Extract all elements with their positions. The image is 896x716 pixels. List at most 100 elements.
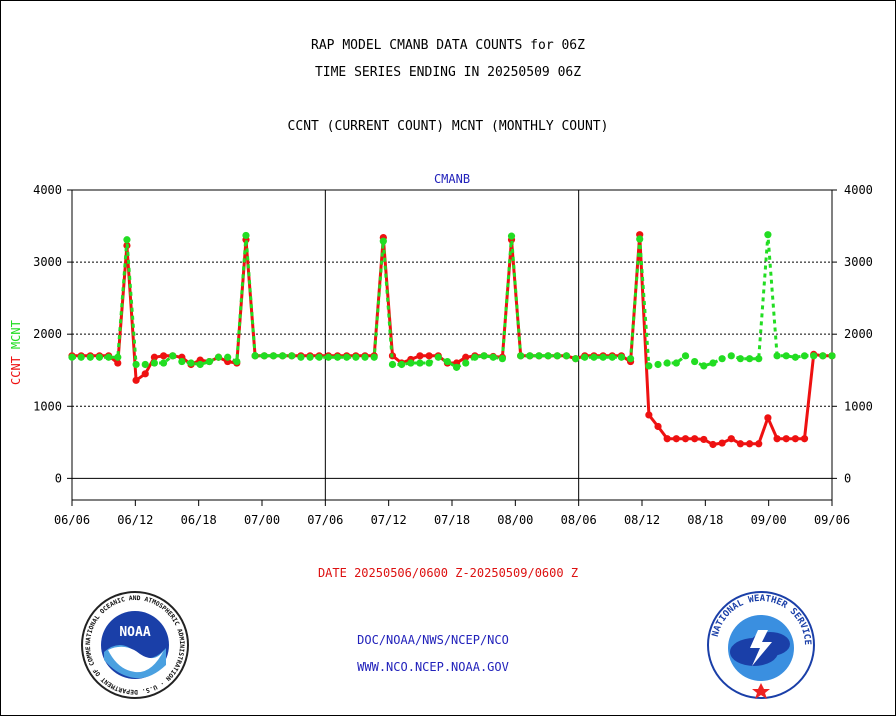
mcnt-point: [443, 357, 452, 366]
mcnt-point: [361, 353, 369, 361]
mcnt-point: [407, 359, 415, 367]
org-label: DOC/NOAA/NWS/NCEP/NCO: [357, 633, 509, 647]
mcnt-point: [572, 355, 580, 363]
mcnt-point: [379, 237, 387, 245]
x-tick-label: 09/06: [814, 513, 850, 527]
mcnt-point: [370, 353, 378, 361]
mcnt-point: [800, 352, 809, 360]
mcnt-point: [471, 353, 479, 361]
mcnt-point: [398, 360, 406, 369]
ccnt-point: [150, 353, 159, 361]
mcnt-point: [791, 353, 799, 361]
mcnt-point: [288, 352, 296, 360]
x-tick-label: 06/12: [117, 513, 153, 527]
mcnt-point: [489, 353, 497, 361]
mcnt-point: [462, 359, 470, 367]
mcnt-point: [727, 352, 735, 360]
mcnt-point: [617, 353, 625, 361]
mcnt-point: [123, 236, 131, 244]
ccnt-point: [718, 439, 726, 447]
mcnt-point: [224, 353, 232, 361]
mcnt-point: [169, 352, 177, 360]
mcnt-point: [608, 353, 616, 361]
mcnt-point: [297, 353, 305, 361]
mcnt-point: [315, 353, 323, 361]
y-axis-label-ccnt: CCNT: [9, 356, 23, 385]
mcnt-point: [141, 360, 149, 369]
y-tick-label-left: 1000: [33, 399, 62, 413]
mcnt-line: [72, 233, 832, 369]
ccnt-point: [654, 422, 662, 431]
ccnt-point: [132, 376, 140, 384]
ccnt-point: [681, 435, 690, 443]
ccnt-point: [727, 435, 735, 443]
x-tick-label: 07/00: [244, 513, 280, 527]
ccnt-point: [773, 435, 781, 443]
mcnt-point: [626, 355, 635, 363]
x-tick-label: 08/06: [561, 513, 597, 527]
mcnt-point: [260, 352, 268, 360]
mcnt-point: [810, 352, 818, 360]
ccnt-point: [645, 411, 653, 419]
mcnt-point: [269, 352, 278, 360]
ccnt-line: [72, 233, 832, 446]
mcnt-point: [709, 359, 717, 367]
mcnt-point: [233, 357, 241, 366]
mcnt-point: [388, 360, 397, 369]
y-tick-label-left: 0: [55, 471, 62, 485]
x-tick-label: 08/00: [497, 513, 533, 527]
ccnt-point: [700, 435, 708, 444]
mcnt-point: [590, 353, 598, 361]
mcnt-point: [755, 355, 763, 363]
mcnt-point: [105, 353, 113, 361]
mcnt-point: [691, 357, 699, 366]
mcnt-point: [681, 352, 690, 360]
ccnt-point: [114, 359, 122, 367]
x-tick-label: 07/18: [434, 513, 470, 527]
y-axis-label-mcnt: MCNT: [9, 320, 23, 349]
y-tick-label-left: 4000: [33, 183, 62, 197]
mcnt-point: [324, 353, 332, 361]
mcnt-point: [745, 355, 754, 363]
mcnt-point: [214, 353, 223, 361]
mcnt-point: [306, 353, 314, 361]
title-line-2: TIME SERIES ENDING IN 20250509 06Z: [314, 65, 582, 80]
mcnt-point: [416, 359, 424, 367]
ccnt-point: [691, 435, 699, 443]
ccnt-point: [709, 440, 717, 449]
mcnt-point: [819, 352, 827, 360]
mcnt-point: [526, 352, 534, 360]
mcnt-point: [581, 353, 589, 361]
title-line-3: CCNT (CURRENT COUNT) MCNT (MONTHLY COUNT…: [287, 119, 609, 134]
ccnt-point: [462, 353, 470, 361]
ccnt-point: [416, 352, 424, 360]
y-tick-label-right: 4000: [844, 183, 873, 197]
mcnt-point: [828, 352, 836, 360]
mcnt-point: [553, 352, 561, 360]
x-tick-label: 07/06: [307, 513, 343, 527]
mcnt-point: [150, 359, 159, 367]
plot-area: [71, 189, 833, 501]
mcnt-point: [636, 235, 644, 243]
mcnt-point: [196, 360, 204, 369]
mcnt-point: [86, 353, 94, 361]
mcnt-point: [672, 359, 680, 367]
ccnt-point: [425, 352, 433, 360]
mcnt-point: [663, 359, 671, 367]
mcnt-point: [68, 353, 76, 361]
plot-title: CMANB: [434, 172, 470, 186]
mcnt-point: [599, 353, 607, 361]
mcnt-point: [517, 352, 525, 360]
mcnt-point: [132, 360, 140, 369]
noaa-logo-text: NOAA: [119, 625, 150, 640]
y-tick-label-right: 3000: [844, 255, 873, 269]
ccnt-point: [159, 352, 168, 360]
website-link[interactable]: WWW.NCO.NCEP.NOAA.GOV: [357, 660, 509, 674]
date-range-text: DATE 20250506/0600 Z-20250509/0600 Z: [317, 566, 579, 580]
mcnt-point: [645, 362, 653, 370]
mcnt-point: [77, 353, 85, 361]
mcnt-point: [343, 353, 351, 361]
x-tick-label: 09/00: [751, 513, 787, 527]
x-tick-label: 07/12: [371, 513, 407, 527]
